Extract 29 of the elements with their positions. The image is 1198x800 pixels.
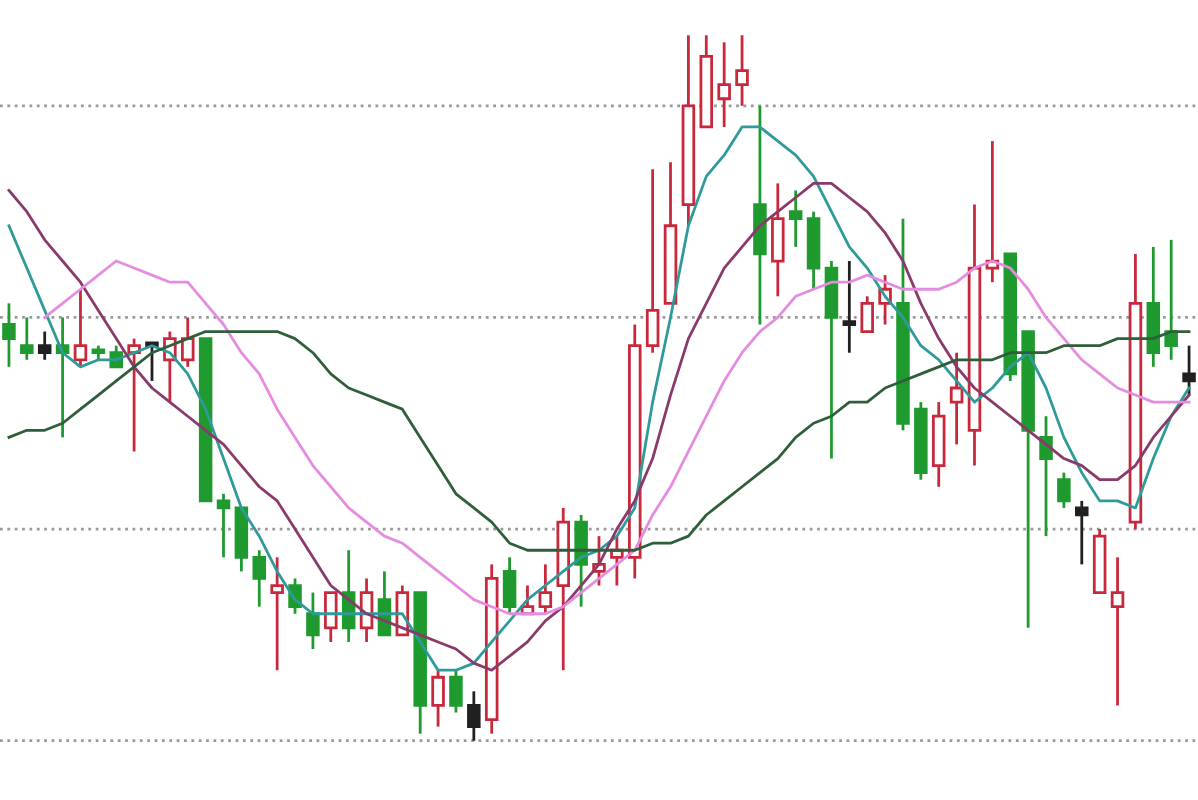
candlestick xyxy=(502,555,517,616)
candlestick xyxy=(771,182,785,298)
candlestick xyxy=(216,492,231,559)
candlestick xyxy=(306,591,320,651)
candlestick xyxy=(538,562,553,616)
candlestick xyxy=(431,668,445,729)
candlestick xyxy=(788,189,803,249)
candlestick xyxy=(717,40,731,129)
candlestick xyxy=(1039,414,1053,538)
candlestick xyxy=(1057,471,1071,510)
candlestick xyxy=(449,668,463,714)
candlestick xyxy=(860,294,874,333)
candlestick xyxy=(252,548,267,609)
candlestick xyxy=(37,330,52,362)
candlestick xyxy=(324,591,338,644)
candlestick xyxy=(842,259,857,355)
candlestick xyxy=(1164,238,1178,362)
candlestick xyxy=(735,33,749,108)
candlestick xyxy=(949,351,964,446)
candlestick xyxy=(2,301,16,369)
candlestick xyxy=(1182,344,1196,397)
candlestick xyxy=(270,555,284,672)
candlestick xyxy=(645,167,660,355)
candlestick xyxy=(145,341,159,383)
candlestick xyxy=(73,287,88,369)
candlestick xyxy=(20,316,34,362)
candlestick xyxy=(1110,555,1125,707)
candlestick xyxy=(467,689,481,743)
candlestick xyxy=(1075,499,1089,566)
